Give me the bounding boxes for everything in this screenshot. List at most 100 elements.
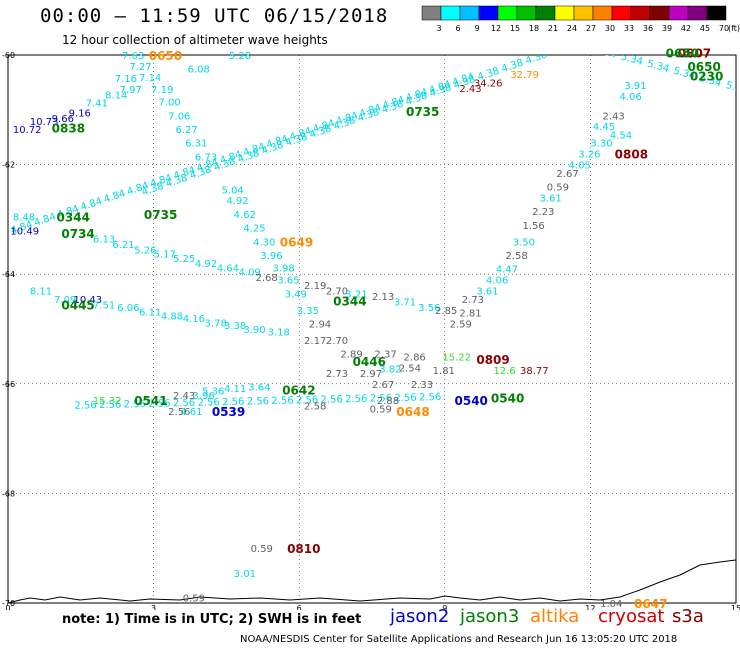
pass-time-label: 0642 [282, 383, 315, 397]
lat-tick-label: -64 [2, 270, 15, 279]
track-value-label: 2.56 [124, 399, 147, 411]
swh-value: 4.54 [610, 130, 632, 141]
swh-value: 7.51 [93, 300, 115, 311]
swh-value: 5.36 [202, 386, 224, 397]
swh-value: 7.16 [115, 74, 137, 85]
swh-value: 3.50 [513, 237, 535, 248]
swh-value: 2.17 [304, 336, 326, 347]
swh-value: 2.70 [326, 287, 348, 298]
swh-value: 3.64 [248, 383, 270, 394]
swh-value: 2.43 [173, 391, 195, 402]
map-axes: 0 3 6 9 12 15 -60 -62 -64 -66 -68 -70 [2, 51, 740, 610]
swh-value: 2.89 [340, 350, 362, 361]
swh-value: 32.79 [510, 70, 539, 81]
legend-label: 30 [605, 24, 615, 33]
swh-value: 2.13 [372, 292, 394, 303]
pass-time-label: 0810 [287, 542, 320, 556]
swh-value: 7.00 [158, 98, 180, 109]
wave-height-map: 4.844.844.844.844.844.844.844.844.844.84… [2, 44, 740, 610]
swh-value: 3.49 [285, 289, 307, 300]
lon-tick-label: 6 [297, 604, 302, 610]
pass-time-label: 0540 [455, 394, 488, 408]
track-value-label: 2.56 [419, 392, 442, 404]
credit-line: NOAA/NESDIS Center for Satellite Applica… [240, 634, 678, 645]
swh-value: 2.85 [435, 306, 457, 317]
swh-value: 3.56 [418, 303, 440, 314]
lat-tick-label: -66 [2, 380, 15, 389]
swh-value: 2.54 [399, 363, 421, 374]
swh-value: 2.70 [326, 336, 348, 347]
swh-value: 10.49 [10, 226, 39, 237]
swh-value: 4.88 [161, 311, 183, 322]
pass-time-labels: 0650 0838 0735 0735 0344 0734 0649 0445 0344 0446… [52, 46, 724, 610]
track-value-label: 2.56 [173, 398, 196, 410]
swh-value: 2.97 [360, 369, 382, 380]
swh-value: 2.37 [374, 350, 396, 361]
swh-value: 3.78 [205, 318, 227, 329]
swh-value: 3.38 [224, 321, 246, 332]
legend-label: 36 [643, 24, 653, 33]
lon-tick-label: 15 [731, 604, 740, 610]
swh-value: 10.72 [13, 125, 42, 136]
lat-tick-label: -70 [2, 599, 15, 608]
swh-value: 2.68 [256, 273, 278, 284]
swh-value: 2.88 [377, 396, 399, 407]
swh-value: 1.81 [433, 366, 455, 377]
swh-value: 9.16 [69, 109, 91, 120]
swh-value: 2.73 [462, 295, 484, 306]
track-value-label: 5.34 [724, 80, 740, 96]
swh-value: 12.6 [493, 366, 515, 377]
legend-swatch [706, 5, 727, 21]
track-value-label: 2.56 [247, 396, 270, 408]
swh-value: 7.63 [122, 51, 144, 62]
swh-value: 2.73 [326, 369, 348, 380]
page-subtitle: 12 hour collection of altimeter wave hei… [62, 33, 328, 47]
swh-value: 4.61 [180, 407, 202, 418]
track-value-label: 5.34 [593, 44, 617, 60]
swh-value: 7.09 [54, 295, 76, 306]
pass-time-label: 0649 [280, 235, 313, 249]
swh-value: 4.30 [253, 237, 275, 248]
wave-height-values: 7.637.277.16 7.14 8.147.41 7.97 7.19 7.00 7.06… [10, 51, 646, 610]
lat-tick-label: -60 [2, 51, 15, 60]
swh-value: 2.67 [556, 169, 578, 180]
swh-value: 7.97 [120, 85, 142, 96]
color-legend: 3 6 9 12 15 18 21 24 27 30 33 36 39 42 45 70(ft) [421, 5, 740, 33]
pass-time-label: 0647 [634, 597, 667, 610]
swh-value: 7.14 [139, 73, 161, 84]
swh-value: 5.28 [229, 51, 251, 62]
pass-time-label: 0541 [134, 394, 167, 408]
legend-label: 12 [491, 24, 501, 33]
lon-tick-label: 0 [5, 604, 10, 610]
pass-time-label: 0230 [690, 69, 723, 83]
lon-tick-label: 12 [585, 604, 595, 610]
pass-time-label: 0648 [396, 405, 429, 419]
swh-value: 6.21 [112, 240, 134, 251]
swh-value: 5.26 [134, 246, 156, 257]
track-value-label: 5.34 [646, 59, 670, 75]
swh-value: 4.64 [217, 264, 239, 275]
swh-value: 4.16 [183, 314, 205, 325]
lat-tick-label: -68 [2, 489, 15, 498]
track-value-label: 4.84 [102, 188, 127, 205]
track-value-label: 4.38 [260, 140, 285, 158]
pass-time-label: 0539 [212, 405, 245, 419]
pass-time-label: 0445 [61, 298, 94, 312]
legend-label: 39 [662, 24, 672, 33]
swh-value: 4.25 [243, 224, 265, 235]
pass-time-label: 0807 [678, 46, 711, 60]
swh-value: 3.18 [268, 328, 290, 339]
swh-value: 7.19 [151, 85, 173, 96]
track-value-label: 2.56 [345, 394, 368, 406]
swh-value: 3.96 [192, 391, 214, 402]
satellite-name: jason3 [460, 606, 520, 627]
pass-time-label: 0446 [353, 355, 386, 369]
page-title: 00:00 – 11:59 UTC 06/15/2018 [40, 5, 389, 27]
footnote: note: 1) Time is in UTC; 2) SWH is in fe… [62, 612, 362, 627]
swh-value: 6.31 [185, 139, 207, 150]
swh-value: 6.08 [188, 65, 210, 76]
swh-value: 3.30 [590, 139, 612, 150]
swh-value: 8.48 [13, 213, 35, 224]
swh-value: 3.61 [476, 287, 498, 298]
lat-tick-label: -62 [2, 161, 15, 170]
